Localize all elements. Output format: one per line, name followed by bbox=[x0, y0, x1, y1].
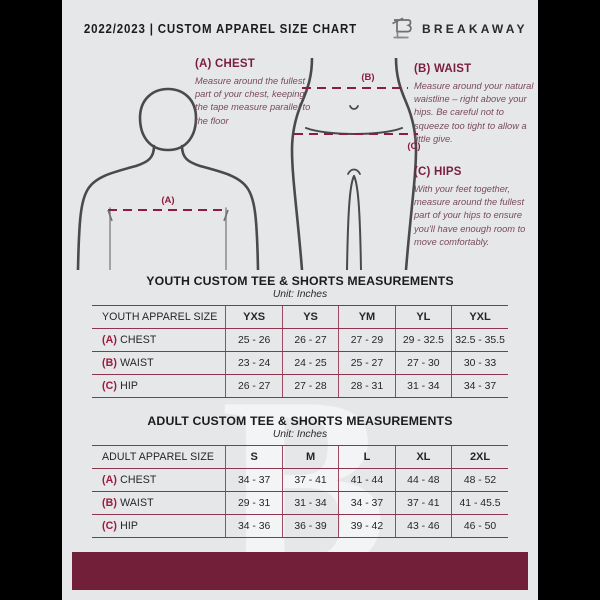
adult-cell-0-2: 41 - 44 bbox=[338, 468, 396, 492]
adult-cell-2-4: 46 - 50 bbox=[451, 514, 508, 538]
adult-row-2-label: (C) HIP bbox=[92, 514, 226, 538]
youth-cell-2-0: 26 - 27 bbox=[225, 374, 283, 398]
youth-cell-0-3: 29 - 32.5 bbox=[394, 328, 452, 352]
page-header: 2022/2023 | CUSTOM APPAREL SIZE CHART BR… bbox=[62, 0, 538, 58]
brand-lockup: BREAKAWAY bbox=[391, 16, 528, 42]
youth-cell-0-1: 26 - 27 bbox=[281, 328, 339, 352]
adult-row-1-prefix: (B) bbox=[102, 497, 118, 509]
adult-table-unit: Unit: Inches bbox=[272, 429, 328, 440]
youth-row-1-prefix: (B) bbox=[102, 357, 118, 369]
size-chart-page: B 2022/2023 | CUSTOM APPAREL SIZE CHART … bbox=[62, 0, 538, 600]
youth-cell-1-0: 23 - 24 bbox=[225, 351, 283, 375]
youth-row-2-prefix: (C) bbox=[102, 380, 118, 392]
youth-size-header-1: YS bbox=[281, 305, 339, 329]
adult-row-0-label: (A) CHEST bbox=[92, 468, 226, 492]
youth-row-1-name: WAIST bbox=[120, 357, 154, 369]
adult-cell-2-0: 34 - 36 bbox=[225, 514, 283, 538]
youth-cell-1-3: 27 - 30 bbox=[394, 351, 452, 375]
adult-cell-1-0: 29 - 31 bbox=[225, 491, 283, 515]
adult-row-0-name: CHEST bbox=[120, 474, 157, 486]
youth-label-header: YOUTH APPAREL SIZE bbox=[92, 305, 226, 329]
youth-cell-2-3: 31 - 34 bbox=[394, 374, 452, 398]
adult-cell-1-3: 37 - 41 bbox=[394, 491, 452, 515]
torso-figure bbox=[76, 87, 260, 270]
youth-size-header-3: YL bbox=[394, 305, 452, 329]
adult-row-0-prefix: (A) bbox=[102, 474, 118, 486]
youth-cell-1-2: 25 - 27 bbox=[338, 351, 396, 375]
table-row: (A) CHEST 25 - 26 26 - 27 27 - 29 29 - 3… bbox=[92, 328, 508, 352]
body-figures-svg: (A) (B) (C) bbox=[76, 58, 421, 270]
table-header-row: YOUTH APPAREL SIZE YXS YS YM YL YXL bbox=[92, 305, 508, 329]
adult-size-header-0: S bbox=[225, 445, 283, 469]
chest-measure-line bbox=[107, 208, 229, 222]
chest-marker-label: (A) bbox=[161, 195, 174, 206]
note-waist: (B) WAIST Measure around your natural wa… bbox=[414, 63, 536, 146]
adult-cell-0-3: 44 - 48 bbox=[394, 468, 452, 492]
youth-row-0-name: CHEST bbox=[120, 334, 157, 346]
adult-size-table: ADULT APPAREL SIZE S M L XL 2XL (A) CHES… bbox=[92, 445, 508, 538]
adult-row-2-name: HIP bbox=[120, 520, 139, 532]
youth-cell-2-1: 27 - 28 bbox=[281, 374, 339, 398]
brand-name: BREAKAWAY bbox=[422, 22, 528, 36]
youth-row-2-label: (C) HIP bbox=[92, 374, 226, 398]
note-waist-heading: (B) WAIST bbox=[414, 63, 472, 75]
adult-size-header-4: 2XL bbox=[451, 445, 508, 469]
adult-cell-0-0: 34 - 37 bbox=[225, 468, 283, 492]
table-row: (C) HIP 26 - 27 27 - 28 28 - 31 31 - 34 … bbox=[92, 374, 508, 398]
table-header-row: ADULT APPAREL SIZE S M L XL 2XL bbox=[92, 445, 508, 469]
youth-size-table: YOUTH APPAREL SIZE YXS YS YM YL YXL (A) … bbox=[92, 305, 508, 398]
youth-table-title: YOUTH CUSTOM TEE & SHORTS MEASUREMENTS bbox=[146, 274, 454, 288]
breakaway-b-monogram-icon bbox=[392, 17, 412, 39]
adult-cell-0-4: 48 - 52 bbox=[451, 468, 508, 492]
youth-cell-2-4: 34 - 37 bbox=[451, 374, 508, 398]
youth-row-1-label: (B) WAIST bbox=[92, 351, 226, 375]
youth-row-0-label: (A) CHEST bbox=[92, 328, 226, 352]
youth-cell-0-2: 27 - 29 bbox=[338, 328, 396, 352]
youth-size-header-2: YM bbox=[338, 305, 396, 329]
note-chest-heading: (A) CHEST bbox=[195, 58, 255, 70]
waist-marker-label: (B) bbox=[361, 72, 374, 83]
note-chest-body: Measure around the fullest part of your … bbox=[195, 76, 311, 126]
adult-table-title: ADULT CUSTOM TEE & SHORTS MEASUREMENTS bbox=[147, 414, 453, 428]
table-row: (B) WAIST 29 - 31 31 - 34 34 - 37 37 - 4… bbox=[92, 491, 508, 515]
adult-cell-2-1: 36 - 39 bbox=[281, 514, 339, 538]
note-hips-heading: (C) HIPS bbox=[414, 166, 462, 178]
adult-cell-0-1: 37 - 41 bbox=[281, 468, 339, 492]
youth-row-0-prefix: (A) bbox=[102, 334, 118, 346]
adult-cell-1-4: 41 - 45.5 bbox=[451, 491, 508, 515]
adult-row-1-label: (B) WAIST bbox=[92, 491, 226, 515]
adult-size-header-3: XL bbox=[394, 445, 452, 469]
hips-marker-label: (C) bbox=[407, 141, 420, 152]
adult-cell-2-3: 43 - 46 bbox=[394, 514, 452, 538]
youth-cell-1-1: 24 - 25 bbox=[281, 351, 339, 375]
youth-cell-0-4: 32.5 - 35.5 bbox=[451, 328, 508, 352]
note-hips: (C) HIPS With your feet together, measur… bbox=[414, 166, 536, 249]
measurement-illustration: (A) (B) (C) (A) CHEST Measure around the bbox=[62, 58, 538, 270]
adult-size-header-1: M bbox=[281, 445, 339, 469]
adult-row-1-name: WAIST bbox=[120, 497, 154, 509]
table-row: (A) CHEST 34 - 37 37 - 41 41 - 44 44 - 4… bbox=[92, 468, 508, 492]
adult-table-block: ADULT CUSTOM TEE & SHORTS MEASUREMENTS U… bbox=[62, 414, 538, 538]
youth-table-block: YOUTH CUSTOM TEE & SHORTS MEASUREMENTS U… bbox=[62, 274, 538, 398]
adult-label-header: ADULT APPAREL SIZE bbox=[92, 445, 226, 469]
note-chest: (A) CHEST Measure around the fullest par… bbox=[195, 58, 313, 128]
youth-cell-1-4: 30 - 33 bbox=[451, 351, 508, 375]
adult-cell-1-2: 34 - 37 bbox=[338, 491, 396, 515]
table-row: (C) HIP 34 - 36 36 - 39 39 - 42 43 - 46 … bbox=[92, 514, 508, 538]
page-title: 2022/2023 | CUSTOM APPAREL SIZE CHART bbox=[84, 22, 358, 36]
adult-cell-2-2: 39 - 42 bbox=[338, 514, 396, 538]
youth-cell-2-2: 28 - 31 bbox=[338, 374, 396, 398]
table-row: (B) WAIST 23 - 24 24 - 25 25 - 27 27 - 3… bbox=[92, 351, 508, 375]
adult-row-2-prefix: (C) bbox=[102, 520, 118, 532]
adult-size-header-2: L bbox=[338, 445, 396, 469]
footer-accent-bar bbox=[72, 552, 528, 590]
youth-row-2-name: HIP bbox=[120, 380, 139, 392]
adult-cell-1-1: 31 - 34 bbox=[281, 491, 339, 515]
youth-size-header-4: YXL bbox=[451, 305, 508, 329]
note-waist-body: Measure around your natural waistline – … bbox=[414, 81, 534, 144]
youth-cell-0-0: 25 - 26 bbox=[225, 328, 283, 352]
youth-size-header-0: YXS bbox=[225, 305, 283, 329]
youth-table-unit: Unit: Inches bbox=[272, 289, 328, 300]
note-hips-body: With your feet together, measure around … bbox=[414, 184, 526, 247]
